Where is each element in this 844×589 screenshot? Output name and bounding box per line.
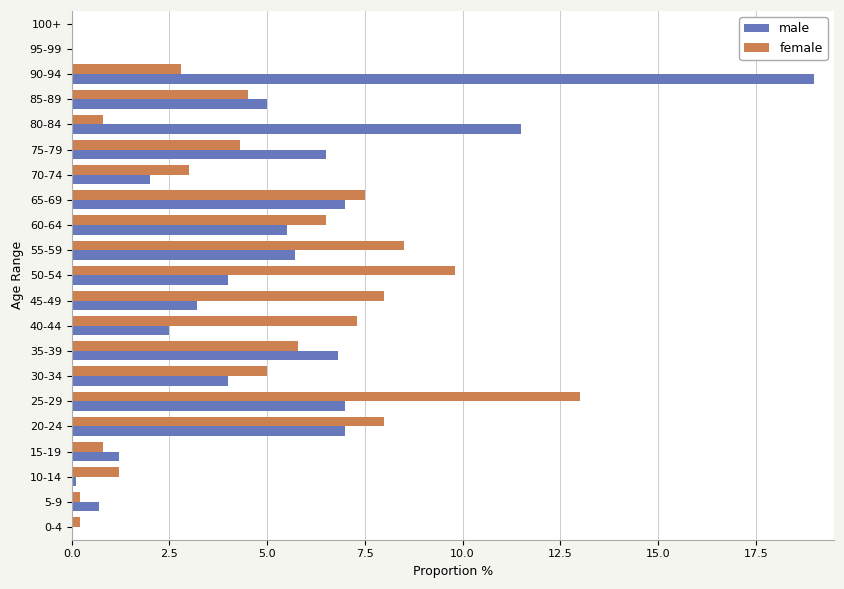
Bar	[72, 276, 228, 285]
Bar	[72, 241, 403, 250]
Bar	[72, 300, 197, 310]
Bar	[72, 502, 99, 511]
Bar	[72, 492, 79, 502]
Bar	[72, 326, 170, 335]
Bar	[72, 366, 267, 376]
Bar	[72, 225, 286, 234]
Bar	[72, 150, 326, 159]
Bar	[72, 467, 118, 477]
Bar	[72, 518, 79, 527]
Bar	[72, 266, 454, 276]
Bar	[72, 426, 345, 436]
Bar	[72, 291, 384, 300]
Bar	[72, 200, 345, 210]
Bar	[72, 341, 298, 351]
Bar	[72, 417, 384, 426]
Y-axis label: Age Range: Age Range	[11, 241, 24, 309]
Bar	[72, 477, 76, 487]
Bar	[72, 190, 365, 200]
Bar	[72, 351, 337, 360]
Bar	[72, 442, 103, 452]
Bar	[72, 165, 189, 175]
Bar	[72, 124, 521, 134]
Bar	[72, 64, 181, 74]
Bar	[72, 90, 247, 99]
Legend: male, female: male, female	[738, 17, 826, 59]
Bar	[72, 392, 579, 401]
Bar	[72, 250, 295, 260]
Bar	[72, 99, 267, 109]
Bar	[72, 216, 326, 225]
Bar	[72, 140, 240, 150]
Bar	[72, 452, 118, 461]
Bar	[72, 175, 149, 184]
Bar	[72, 401, 345, 411]
Bar	[72, 316, 357, 326]
X-axis label: Proportion %: Proportion %	[412, 565, 492, 578]
Bar	[72, 376, 228, 386]
Bar	[72, 74, 814, 84]
Bar	[72, 115, 103, 124]
